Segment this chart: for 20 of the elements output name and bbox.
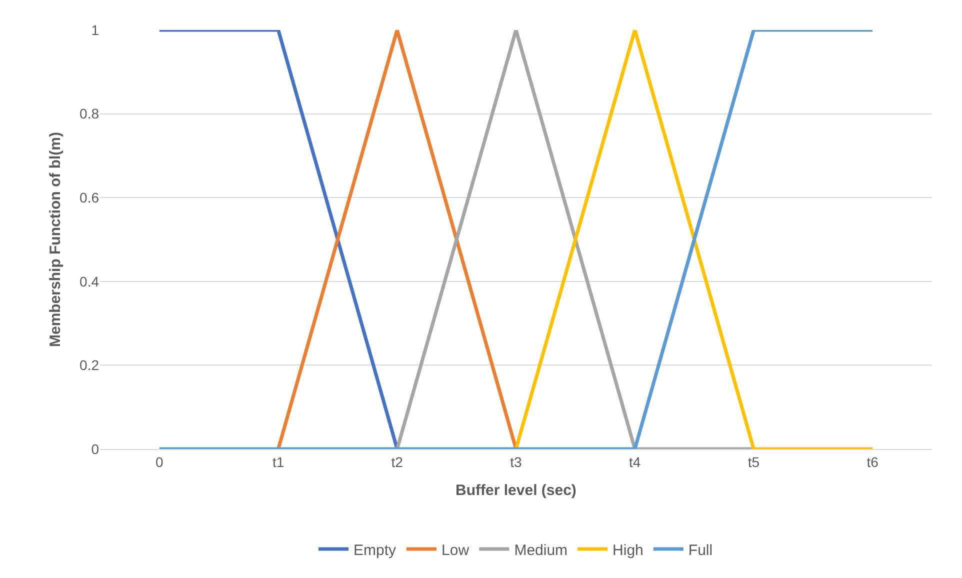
x-axis-title: Buffer level (sec) [456,482,576,499]
legend-label: Full [688,542,713,559]
x-tick-label: t4 [629,454,641,470]
legend-label: Empty [354,542,397,559]
y-tick-label: 1 [91,22,100,38]
y-tick-label: 0.6 [80,190,100,206]
y-axis-title: Membership Function of bl(m) [46,132,64,347]
x-tick-label: t5 [748,454,760,470]
legend-label: Medium [514,542,568,559]
y-tick-label: 0.2 [80,357,100,374]
y-tick-label: 0 [91,440,100,457]
legend-label: Low [442,542,470,559]
legend-label: High [612,542,644,559]
x-tick-label: t6 [866,454,879,470]
y-tick-label: 0.8 [80,106,100,122]
x-tick-label: t1 [272,454,284,470]
x-tick-label: t3 [510,454,522,470]
x-tick-label: t2 [391,454,404,470]
x-tick-label: 0 [156,454,164,470]
y-tick-label: 0.4 [80,273,100,290]
